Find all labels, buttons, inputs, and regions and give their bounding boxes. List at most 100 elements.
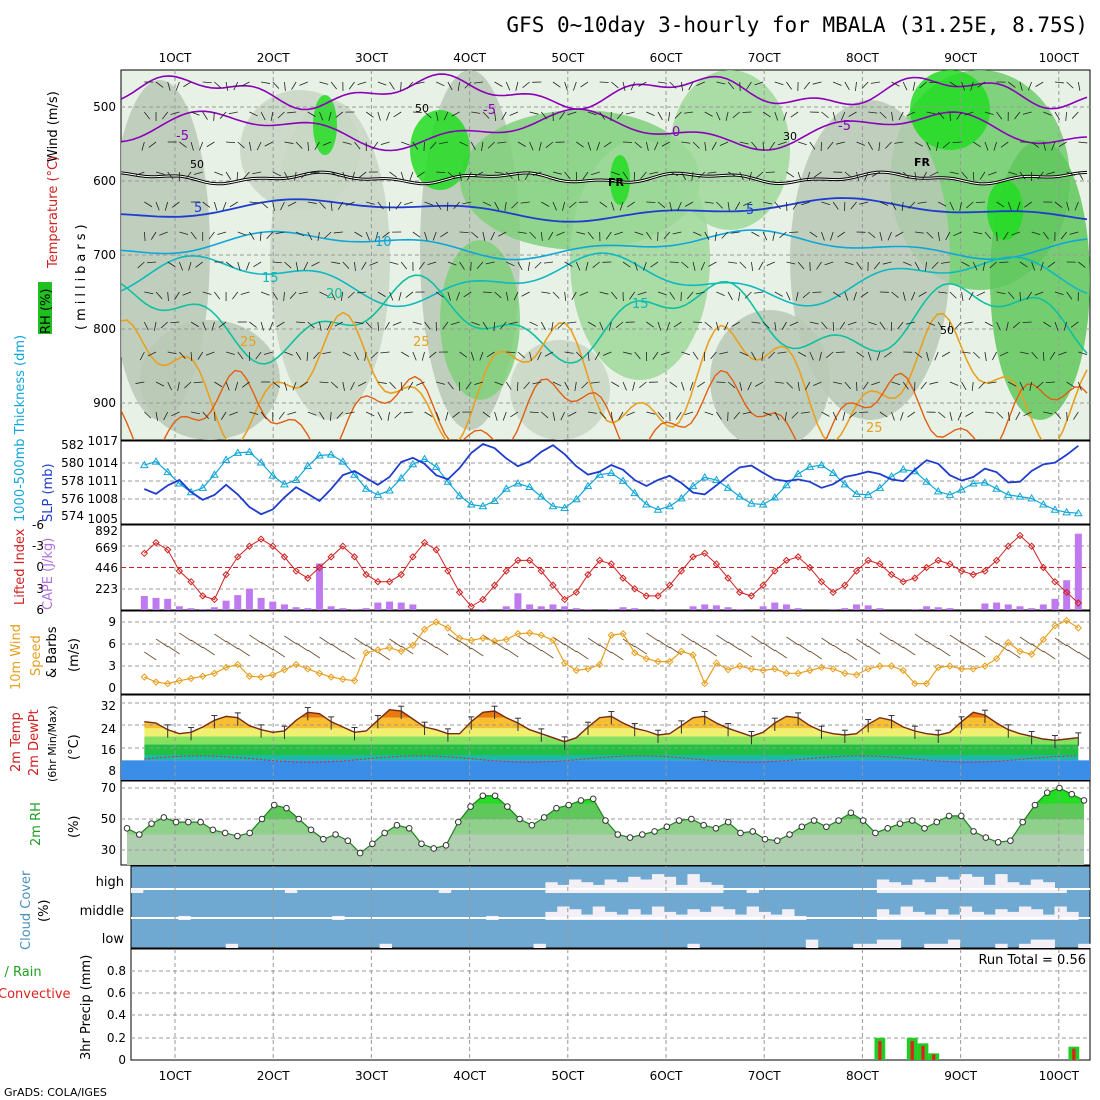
lifted-index-point [210,595,219,604]
wind-barb [669,201,673,211]
wind-barb [529,231,537,239]
wind-barb [979,171,986,180]
wind-barb [781,321,787,331]
wind-barb [573,81,577,91]
wind-barb [948,321,951,331]
wind-barb [592,261,600,268]
wind-barb [424,231,428,241]
thickness-point [758,500,768,508]
wind-barb [917,201,927,204]
lifted-index-point [1027,542,1036,550]
wind-barb [1007,291,1015,300]
cape-tick-label: 223 [95,582,118,596]
wind-barb [1000,141,1009,148]
wind-barb [860,291,869,298]
wind-barb [914,351,923,358]
cloud-cell [888,939,902,948]
wind-barb [1008,171,1018,176]
wind-barb [727,291,733,301]
wind-barb [926,141,931,151]
thickness-point [630,488,640,497]
rh-region [440,240,520,400]
wind-speed-point [409,641,417,650]
wind-barb [657,111,663,121]
rh-region [670,70,790,230]
wind-speed-point [957,665,966,673]
wind-barb [1008,381,1017,387]
wind-barb [743,201,752,207]
cloud-cell [782,909,795,920]
cape-tick-label: 669 [95,541,118,555]
wind-speed-point [199,672,207,680]
thickness-point [712,475,721,483]
wind-barb [622,171,629,180]
lifted-index-point [269,542,277,550]
wind-barb [809,351,814,361]
wind-speed-point [864,665,872,673]
wind-barb [249,321,257,328]
day-tick-label: 2OCT [257,51,290,65]
wind-barb [452,411,460,418]
wind-barb [725,111,729,121]
wind-barb [763,201,772,205]
wind-barb [295,351,302,360]
wind-barb [272,81,280,89]
wind-barb [1014,111,1021,120]
wind-barb [661,351,670,356]
lifted-index-point [969,570,977,579]
wind-barb [400,171,405,181]
wind-barb [961,261,970,267]
ylabel-wind-unit: (m/s) [67,638,82,672]
wind-barb [949,111,951,122]
wind-barb [766,261,775,267]
wind-barb [232,291,239,300]
wind-barb [357,291,367,294]
lifted-index-point [911,574,919,582]
cape-bar [1051,598,1059,610]
rh-point [418,840,425,848]
wind-barb [398,291,402,301]
wind-barb [844,381,851,390]
wind-barb [179,261,183,271]
cloud-cell [604,911,617,920]
wind-barb [404,201,413,206]
wind-barb [681,351,691,356]
rh-point [1068,790,1076,798]
wind-speed-point [934,663,942,672]
rh-point [700,821,707,829]
thickness-point [898,465,908,473]
cloud-cell [545,882,558,893]
wind-barb [669,171,679,177]
wind-barb [704,201,714,204]
bottom-day-axis: 1OCT 2OCT 3OCT 4OCT 5OCT 6OCT 7OCT 8OCT 9OCT 10OC… [159,1069,1080,1083]
wind-barb [719,351,729,355]
wind-speed-point [292,660,300,669]
wind-barb [330,291,336,301]
wind-barb [884,141,892,149]
lifted-index-point [467,602,475,611]
wind-barb [579,291,589,296]
wind-barb [891,201,897,210]
wind-barb-10m [762,642,776,652]
lifted-index-point [514,556,522,565]
wind-barb [435,411,440,421]
wind-barb [424,201,434,206]
wind-barb [328,111,332,121]
rh-label: 50 [415,102,429,115]
wind-barb [400,81,402,92]
rh-point [332,831,339,838]
wind-barb [716,111,721,121]
ylabel-rh-unit: (%) [67,816,82,839]
temp-band [144,736,1079,745]
wind-barb [144,411,152,419]
wind-barb [673,321,682,328]
ylabel-wind10m: 10m Wind [9,624,24,690]
wind-barb [167,81,171,91]
wind-barb [574,381,577,391]
temp-band [144,755,1079,761]
lifted-index-point [689,553,697,561]
wind-barb-10m [424,639,437,649]
wind-barb [357,381,367,387]
rh-point [982,834,990,841]
wind-barb [1023,411,1032,417]
